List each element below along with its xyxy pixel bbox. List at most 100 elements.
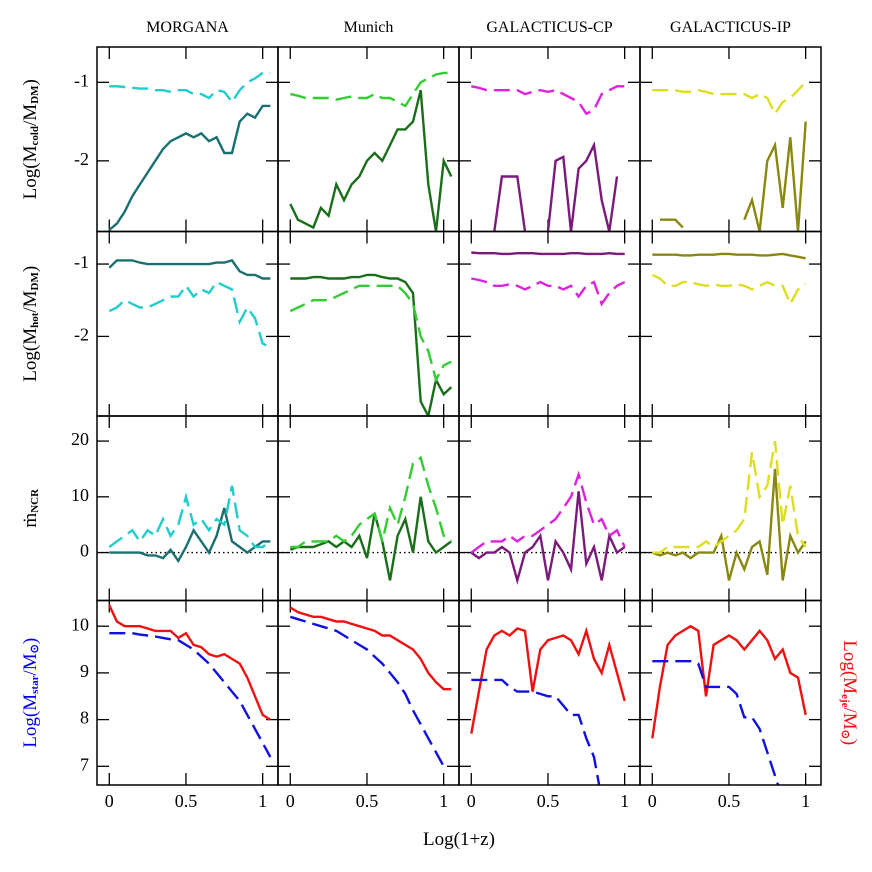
panel-frame	[96, 230, 279, 417]
panel	[96, 230, 279, 417]
series-line	[290, 273, 453, 416]
x-tick-label: 0	[286, 791, 295, 811]
label-subscript: eje	[839, 694, 851, 708]
panel	[639, 230, 822, 417]
series-line	[290, 71, 452, 108]
label-part: )	[20, 638, 41, 644]
series-line	[289, 496, 453, 581]
label-part: )	[20, 79, 41, 85]
panel-frame	[639, 599, 822, 786]
label-part: Log(M	[20, 328, 41, 382]
panel	[277, 230, 460, 417]
y-tick-label: 7	[80, 754, 89, 774]
series-line	[290, 455, 453, 549]
series-line	[651, 468, 807, 581]
panel-title: GALACTICUS-CP	[486, 19, 612, 36]
x-tick-label: 1	[439, 791, 448, 811]
x-tick-label: 1	[258, 791, 267, 811]
series-line	[289, 284, 452, 384]
series-line	[109, 71, 271, 105]
axis-label: Log(Mhot/MDM)	[20, 266, 41, 382]
panel	[277, 415, 460, 602]
panel	[458, 46, 641, 233]
label-subscript: ⊙	[29, 644, 41, 653]
series-line	[652, 440, 807, 554]
panel	[458, 599, 641, 786]
panel-frame	[96, 599, 279, 786]
label-part: /M	[20, 653, 41, 675]
axis-label: Log(Meje/M⊙)	[839, 640, 860, 745]
series-line	[108, 259, 271, 280]
series-line	[471, 85, 625, 116]
label-subscript: hot	[29, 312, 41, 328]
panel	[639, 415, 822, 602]
panel-frame	[277, 415, 460, 602]
series-line	[471, 277, 626, 307]
panel	[639, 46, 822, 233]
panel-frame	[458, 230, 641, 417]
panel	[458, 230, 641, 417]
series-line	[108, 104, 271, 231]
label-subscript: DM	[29, 271, 41, 290]
y-tick-label: 10	[71, 485, 89, 505]
x-tick-label: 0.5	[537, 791, 560, 811]
series-line	[652, 660, 780, 785]
panel	[639, 599, 822, 786]
x-axis-label: Log(1+z)	[423, 829, 495, 850]
panel-frame	[639, 230, 822, 417]
label-subscript: ⊙	[839, 730, 851, 739]
series-line	[108, 485, 272, 549]
panel-frame	[96, 415, 279, 602]
x-tick-label: 0	[467, 791, 476, 811]
series-line	[652, 81, 807, 117]
series-line	[289, 606, 452, 691]
y-tick-label: 0	[80, 541, 89, 561]
series-line	[109, 507, 271, 564]
label-part: )	[839, 739, 860, 745]
panel	[96, 46, 279, 233]
y-tick-label: 9	[80, 661, 89, 681]
panel	[277, 599, 460, 786]
series-line	[289, 89, 453, 232]
y-tick-label: 8	[80, 708, 89, 728]
label-subscript: cold	[29, 126, 41, 146]
y-tick-label: 10	[71, 614, 89, 634]
label-part: /M	[839, 708, 860, 730]
panel	[458, 415, 641, 602]
label-part: /M	[20, 104, 41, 126]
series-line	[493, 141, 619, 232]
series-line	[470, 626, 626, 734]
panel	[96, 599, 279, 786]
label-part: Log(M	[839, 640, 860, 694]
y-tick-label: -1	[74, 252, 89, 272]
series-line	[651, 624, 807, 739]
panel-frame	[458, 599, 641, 786]
x-tick-label: 0	[105, 791, 114, 811]
label-subscript: DM	[29, 85, 41, 104]
panel-title: GALACTICUS-IP	[670, 19, 791, 36]
series-line	[108, 280, 271, 349]
panel	[96, 415, 279, 602]
series-line	[108, 604, 271, 721]
x-tick-label: 1	[620, 791, 629, 811]
series-line	[471, 251, 625, 256]
panel-frame	[639, 46, 822, 233]
series-line	[659, 121, 807, 232]
y-tick-label: 20	[71, 429, 89, 449]
label-part: ṁ	[20, 513, 41, 528]
series-line	[289, 615, 445, 767]
series-line	[471, 678, 601, 785]
x-tick-label: 0.5	[175, 791, 198, 811]
series-line	[651, 273, 807, 307]
label-subscript: NCR	[29, 488, 41, 513]
label-part: Log(M	[20, 145, 41, 199]
series-line	[470, 470, 626, 554]
series-line	[652, 252, 806, 260]
axis-label: ṁNCR	[20, 488, 41, 528]
x-tick-label: 0.5	[356, 791, 379, 811]
x-tick-label: 0.5	[718, 791, 741, 811]
panel-frame	[96, 46, 279, 233]
label-subscript: star	[29, 675, 41, 693]
label-part: )	[20, 266, 41, 272]
